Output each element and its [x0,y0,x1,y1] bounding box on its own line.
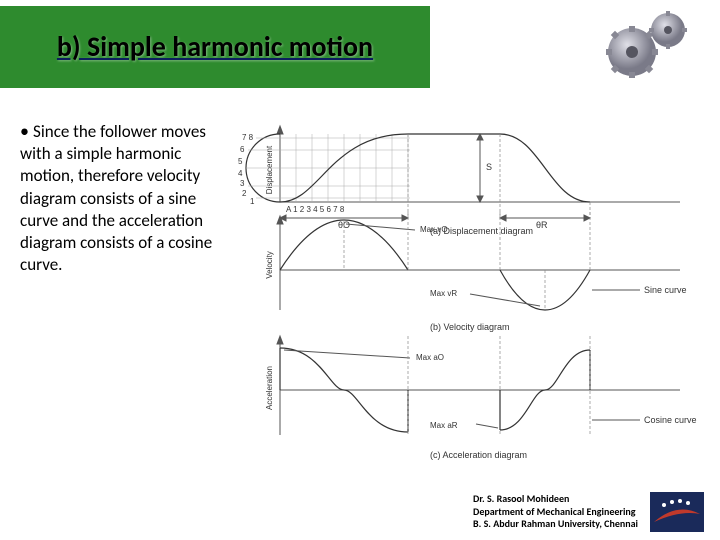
svg-text:Max vR: Max vR [430,289,457,298]
svg-text:6: 6 [240,145,245,154]
svg-text:Velocity: Velocity [265,251,274,279]
svg-text:1: 1 [250,197,255,206]
university-logo-icon [650,492,704,532]
shm-diagram: Displacement 7 8 6 5 4 3 2 1 [230,120,700,480]
svg-text:S: S [486,162,492,172]
bullet-item: Since the follower moves with a simple h… [20,120,220,276]
svg-text:5: 5 [238,157,243,166]
svg-text:4: 4 [238,169,243,178]
gear-icon [594,4,704,82]
svg-text:Acceleration: Acceleration [265,366,274,410]
svg-text:Max vO: Max vO [420,225,448,234]
svg-text:Max aR: Max aR [430,421,458,430]
svg-text:Sine curve: Sine curve [644,285,687,295]
svg-text:Cosine curve: Cosine curve [644,415,697,425]
caption-b: (b) Velocity diagram [430,322,510,332]
svg-text:7 8: 7 8 [242,133,254,142]
footer-text: Dr. S. Rasool Mohideen Department of Mec… [473,493,638,531]
slide-title: b) Simple harmonic motion [57,31,373,63]
disp-y-label: Displacement [265,145,274,194]
svg-text:3: 3 [240,179,245,188]
footer: Dr. S. Rasool Mohideen Department of Mec… [473,492,704,532]
svg-text:θR: θR [536,220,548,230]
svg-text:Max aO: Max aO [416,353,444,362]
title-band: b) Simple harmonic motion [0,6,430,88]
svg-text:A 1 2 3 4 5 6 7 8: A 1 2 3 4 5 6 7 8 [286,205,345,214]
svg-text:2: 2 [242,189,247,198]
caption-c: (c) Acceleration diagram [430,450,527,460]
footer-line3: B. S. Abdur Rahman University, Chennai [473,518,638,531]
body-row: Since the follower moves with a simple h… [20,120,700,480]
bullet-text: Since the follower moves with a simple h… [20,120,220,480]
footer-line1: Dr. S. Rasool Mohideen [473,493,638,506]
